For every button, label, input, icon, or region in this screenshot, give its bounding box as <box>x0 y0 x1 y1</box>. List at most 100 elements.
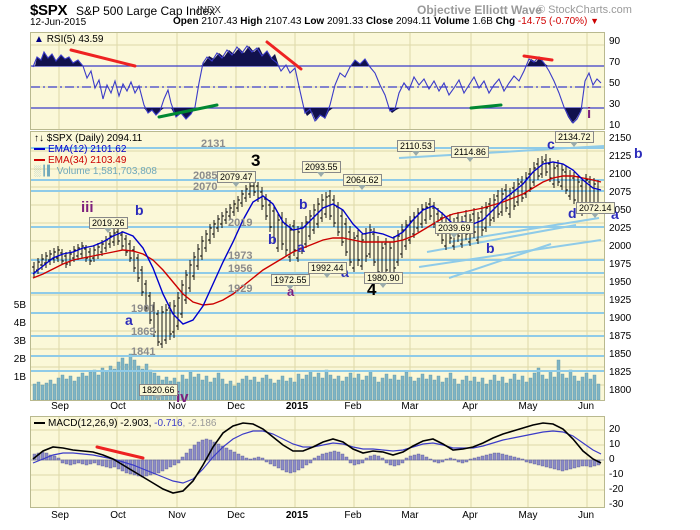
macd-swatch-icon <box>34 422 45 425</box>
open-value: 2107.43 <box>201 16 238 27</box>
rsi-panel: ▲ RSI(5) 43.59 <box>30 32 605 130</box>
open-label: Open <box>173 16 199 27</box>
close-label: Close <box>365 16 394 27</box>
price-tick-2000: 2000 <box>609 241 632 252</box>
xtick-mar: Mar <box>401 401 419 412</box>
macd-tick-10: 10 <box>609 439 621 450</box>
level-label-1869: 1869 <box>131 326 156 338</box>
price-callout-2114: 2114.86 <box>451 146 489 162</box>
price-callout-1992: 1992.44 <box>308 262 347 278</box>
level-label-1929: 1929 <box>228 283 253 295</box>
wave-label-c-1: c <box>547 136 555 152</box>
price-tick-1975: 1975 <box>609 259 632 270</box>
xtick-oct: Oct <box>110 401 126 412</box>
wave-label-a-purple: a <box>287 284 295 299</box>
volume-tick-1b: 1B <box>13 372 26 383</box>
ema12-legend: EMA(12) 2101.62 <box>34 144 126 155</box>
price-callout-2072: 2072.14 <box>576 202 615 218</box>
wave-label-iii: iii <box>81 199 94 216</box>
price-legend-glyph-icon: ↑↓ <box>34 133 44 144</box>
macd-hist-value: -2.186 <box>188 418 217 429</box>
rsi-marker-icon: ▲ <box>34 34 44 45</box>
low-value: 2091.33 <box>327 16 364 27</box>
xtick-jun: Jun <box>577 401 595 412</box>
macd-panel: MACD(12,26,9) -2.903, -0.716, -2.186 <box>30 416 605 508</box>
macd-signal-value: -0.716 <box>154 418 183 429</box>
wave-label-i: i <box>587 105 592 122</box>
xtick-nov: Nov <box>168 401 186 412</box>
volume-label: Volume <box>434 16 470 27</box>
close-value: 2094.11 <box>395 16 432 27</box>
xtick-2015: 2015 <box>285 401 309 412</box>
price-tick-1800: 1800 <box>609 385 632 396</box>
xtick-bottom-dec: Dec <box>227 510 245 521</box>
xtick-apr: Apr <box>462 401 478 412</box>
xtick-bottom-feb: Feb <box>344 510 362 521</box>
volume-value: 1.6B <box>472 16 493 27</box>
xtick-bottom-2015: 2015 <box>285 510 309 521</box>
wave-label-iv: iv <box>176 389 189 406</box>
rsi-tick-70: 70 <box>609 57 621 68</box>
price-tick-1950: 1950 <box>609 277 632 288</box>
volume-tick-2b: 2B <box>13 354 26 365</box>
down-arrow-icon: ▼ <box>590 16 600 26</box>
ema12-swatch-icon <box>34 148 45 151</box>
quote-line: Open 2107.43 High 2107.43 Low 2091.33 Cl… <box>173 16 599 27</box>
ema12-legend-text: EMA(12) 2101.62 <box>48 144 127 155</box>
xtick-bottom-oct: Oct <box>110 510 126 521</box>
price-tick-1825: 1825 <box>609 367 632 378</box>
level-label-1901: 1901 <box>131 303 156 315</box>
ema34-legend: EMA(34) 2103.49 <box>34 155 126 166</box>
volume-legend-text: Volume 1,581,703,808 <box>56 166 157 177</box>
price-tick-2100: 2100 <box>609 169 632 180</box>
wave-label-3: 3 <box>251 151 261 170</box>
price-callout-1980: 1980.90 <box>364 272 403 288</box>
ema34-legend-text: EMA(34) 2103.49 <box>48 155 127 166</box>
chart-header: $SPX S&P 500 Large Cap Index INDX Object… <box>0 0 700 32</box>
level-label-1841: 1841 <box>131 346 156 358</box>
wave-label-a-4: a <box>611 206 619 222</box>
rsi-tick-10: 10 <box>609 120 621 131</box>
price-callout-1820: 1820.66 <box>139 384 178 400</box>
macd-tick-20: 20 <box>609 424 621 435</box>
wave-label-b-2: b <box>299 196 308 212</box>
level-label-2085: 2085 <box>193 170 218 182</box>
price-callout-2093: 2093.55 <box>302 161 341 177</box>
macd-value: -2.903 <box>120 418 149 429</box>
rsi-tick-50: 50 <box>609 78 621 89</box>
xtick-may: May <box>518 401 538 412</box>
ema34-swatch-icon <box>34 159 45 162</box>
wave-label-b-5: b <box>634 145 643 161</box>
exchange-code: INDX <box>197 5 221 16</box>
volume-legend: ░┃▍ Volume 1,581,703,808 <box>34 166 157 177</box>
high-label: High <box>240 16 263 27</box>
chg-value: -14.75 (-0.70%) <box>517 16 588 27</box>
xtick-bottom-sep: Sep <box>51 510 69 521</box>
volume-bars-icon: ░┃▍ <box>34 166 55 177</box>
index-name: S&P 500 Large Cap Index <box>76 4 216 18</box>
price-legend-title: ↑↓ $SPX (Daily) 2094.11 <box>34 133 142 144</box>
wave-label-d-1: d <box>568 205 577 221</box>
level-label-2070: 2070 <box>193 181 218 193</box>
price-callout-2064: 2064.62 <box>343 174 382 190</box>
price-tick-2025: 2025 <box>609 223 632 234</box>
macd-legend: MACD(12,26,9) -2.903, -0.716, -2.186 <box>34 418 216 429</box>
level-label-1956: 1956 <box>228 263 253 275</box>
low-label: Low <box>304 16 325 27</box>
macd-tick-m30: -30 <box>609 499 624 510</box>
macd-tick-m20: -20 <box>609 484 624 495</box>
xtick-feb: Feb <box>344 401 362 412</box>
wave-label-a-1: a <box>125 312 133 328</box>
price-tick-1900: 1900 <box>609 313 632 324</box>
macd-legend-label: MACD(12,26,9) <box>48 418 118 429</box>
high-value: 2107.43 <box>265 16 302 27</box>
ticker-symbol: $SPX <box>30 2 68 19</box>
rsi-legend: ▲ RSI(5) 43.59 <box>34 34 103 45</box>
price-callout-2110: 2110.53 <box>397 140 435 156</box>
price-legend-text: $SPX (Daily) 2094.11 <box>46 133 143 144</box>
price-tick-1875: 1875 <box>609 331 632 342</box>
xtick-bottom-apr: Apr <box>462 510 478 521</box>
price-tick-2150: 2150 <box>609 133 632 144</box>
macd-tick-0: 0 <box>609 454 615 465</box>
xtick-sep: Sep <box>51 401 69 412</box>
